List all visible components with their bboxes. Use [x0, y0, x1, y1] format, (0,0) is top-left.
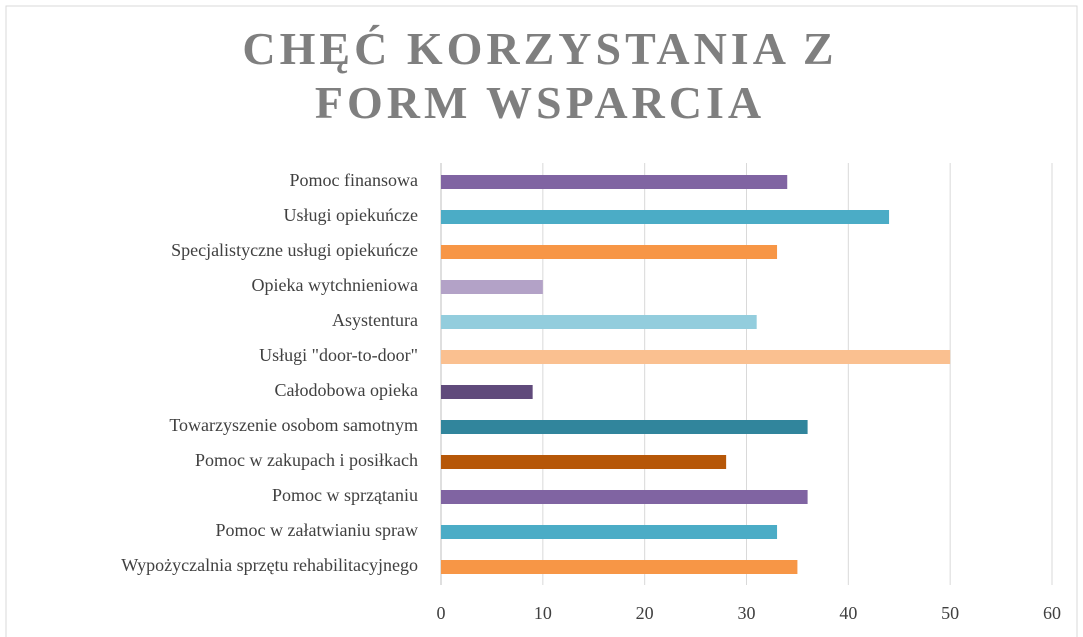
bar	[441, 455, 727, 469]
y-tick-label: Specjalistyczne usługi opiekuńcze	[171, 240, 418, 260]
bar	[441, 175, 788, 189]
x-tick-label: 10	[534, 603, 552, 623]
y-tick-label: Całodobowa opieka	[275, 380, 418, 400]
bar	[441, 245, 778, 259]
bar	[441, 280, 543, 294]
chart-title: CHĘĆ KORZYSTANIA Z FORM WSPARCIA	[242, 23, 838, 128]
y-tick-label: Pomoc w zakupach i posiłkach	[195, 450, 418, 470]
bar	[441, 210, 890, 224]
y-tick-label: Pomoc w sprzątaniu	[272, 485, 418, 505]
y-tick-label: Towarzyszenie osobom samotnym	[169, 415, 418, 435]
bar	[441, 385, 533, 399]
x-tick-label: 60	[1043, 603, 1061, 623]
y-tick-label: Asystentura	[332, 310, 418, 330]
x-tick-label: 30	[738, 603, 756, 623]
x-tick-label: 40	[839, 603, 857, 623]
x-tick-label: 50	[941, 603, 959, 623]
bar	[441, 525, 778, 539]
y-tick-label: Opieka wytchnieniowa	[252, 275, 418, 295]
chart-border	[5, 5, 1078, 637]
bar	[441, 560, 798, 574]
x-tick-label: 20	[636, 603, 654, 623]
y-tick-label: Usługi "door-to-door"	[259, 345, 418, 365]
bar	[441, 490, 808, 504]
bar	[441, 350, 951, 364]
y-tick-label: Wypożyczalnia sprzętu rehabilitacyjnego	[121, 555, 418, 575]
y-tick-label: Pomoc w załatwianiu spraw	[216, 520, 418, 540]
bar	[441, 315, 757, 329]
bar	[441, 420, 808, 434]
y-tick-label: Pomoc finansowa	[290, 170, 418, 190]
y-tick-label: Usługi opiekuńcze	[284, 205, 418, 225]
x-tick-label: 0	[437, 603, 446, 623]
